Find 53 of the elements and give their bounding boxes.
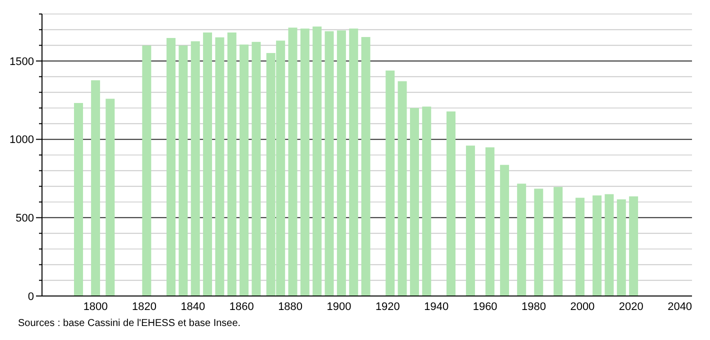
x-tick-label: 1920 [375,301,400,313]
bar [576,198,585,296]
bar [629,196,638,296]
bar [500,164,510,296]
bar [190,41,200,296]
x-tick-label: 1880 [278,301,303,313]
bar [166,38,176,296]
x-tick-label: 2020 [618,301,644,313]
x-tick-label: 1800 [83,301,108,313]
y-tick-label: 1500 [10,56,34,68]
bar [252,42,261,296]
bar [324,31,334,296]
bar [592,195,602,296]
bar [106,98,115,296]
bar [517,184,526,296]
bar [300,28,310,296]
x-tick-label: 1820 [132,301,156,313]
bar [74,102,84,296]
bar [446,111,456,296]
bar [288,28,298,296]
y-tick-label: 500 [16,212,34,225]
bar [215,37,224,296]
x-tick-label: 2000 [570,301,595,313]
x-tick-label: 1860 [229,301,254,313]
bar [91,80,100,296]
x-tick-label: 1900 [326,301,352,313]
bar [349,28,358,296]
bar [554,186,563,296]
x-tick-label: 2040 [668,301,692,313]
bar [336,30,346,296]
x-tick-label: 1940 [424,301,449,313]
bar [312,26,322,296]
bar [178,45,188,296]
x-tick-label: 1960 [472,301,498,313]
bar [616,199,626,296]
bar [227,32,236,296]
source-note: Sources : base Cassini de l'EHESS et base Insee. [18,318,241,329]
bar [398,81,407,296]
bar [203,32,212,296]
bar [142,45,152,296]
bar [410,108,419,296]
y-tick-label: 0 [28,290,34,303]
bar [466,146,475,296]
x-tick-label: 1980 [522,301,546,313]
bar [240,44,249,296]
bar [361,37,370,296]
bar [485,147,494,296]
bar [422,106,432,296]
bar [386,70,395,296]
bar [534,188,544,296]
bar [604,194,614,296]
x-tick-label: 1840 [180,301,206,313]
y-tick-label: 1000 [10,134,34,146]
